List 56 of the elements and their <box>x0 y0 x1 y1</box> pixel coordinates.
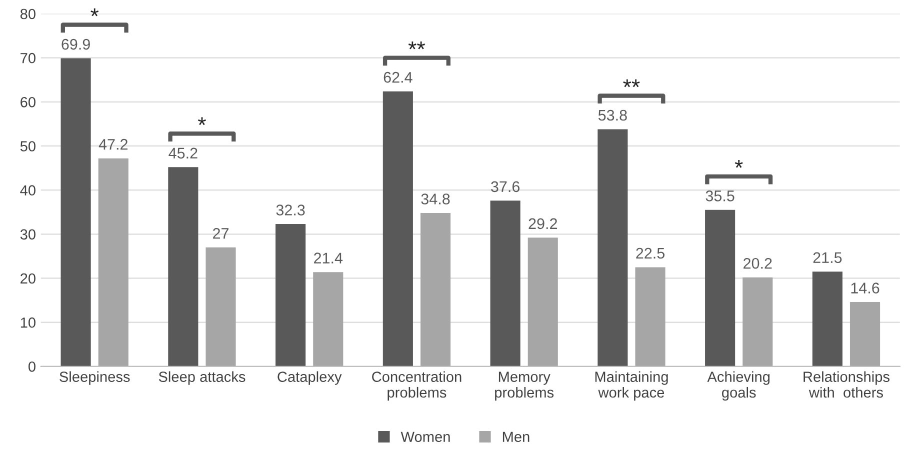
bar <box>313 272 344 366</box>
data-label: 21.4 <box>314 252 343 264</box>
legend-label: Women <box>400 432 450 442</box>
bar <box>168 167 198 366</box>
bar <box>812 272 842 366</box>
y-tick-label: 60 <box>20 97 36 108</box>
y-tick-label: 30 <box>20 229 36 240</box>
data-label: 21.5 <box>813 252 842 264</box>
data-label: 34.8 <box>421 194 450 204</box>
y-tick-label: 80 <box>20 8 36 20</box>
bar <box>98 158 128 366</box>
bar <box>528 238 558 366</box>
y-tick-label: 40 <box>20 185 36 196</box>
annotation: ** <box>623 79 640 88</box>
data-label: 35.5 <box>706 190 734 202</box>
data-label: 69.9 <box>62 38 90 50</box>
data-label: 27 <box>213 228 228 239</box>
x-tick-label: Maintaining work pace <box>595 371 668 401</box>
annotation: ** <box>408 41 426 50</box>
x-tick-label: Sleepiness <box>60 371 130 385</box>
y-tick-label: 10 <box>20 317 36 328</box>
bar <box>60 58 91 366</box>
bar <box>850 302 880 366</box>
bar <box>276 224 306 366</box>
bar <box>742 277 773 366</box>
y-tick-label: 20 <box>20 273 36 284</box>
data-label: 53.8 <box>598 110 627 121</box>
x-tick-label: Sleep attacks <box>158 371 246 385</box>
bar <box>490 200 520 366</box>
bar <box>705 210 736 366</box>
y-tick-label: 50 <box>20 141 36 152</box>
annotation: * <box>198 117 206 126</box>
data-label: 32.3 <box>276 204 305 216</box>
x-tick-label: Relationships with others <box>804 371 890 398</box>
bar <box>420 212 451 366</box>
bar <box>206 247 236 366</box>
bar <box>382 91 413 366</box>
y-tick-label: 0 <box>28 362 36 372</box>
x-tick-label: Concentration problems <box>372 371 462 401</box>
data-label: 45.2 <box>168 148 198 159</box>
annotation: * <box>90 8 99 16</box>
data-label: 22.5 <box>636 248 664 259</box>
data-label: 20.2 <box>744 258 772 269</box>
bar <box>598 129 628 366</box>
x-tick-label: Achieving goals <box>707 371 770 401</box>
x-tick-label: Memory problems <box>495 372 554 401</box>
data-label: 47.2 <box>98 138 128 150</box>
bar <box>635 267 666 366</box>
data-label: 14.6 <box>851 282 880 294</box>
x-tick-label: Cataplexy <box>278 371 342 385</box>
annotation: * <box>734 160 743 168</box>
y-tick-label: 70 <box>20 52 36 64</box>
data-label: 37.6 <box>491 181 520 192</box>
data-label: 29.2 <box>528 218 557 230</box>
legend-label: Men <box>502 432 530 442</box>
data-label: 62.4 <box>384 72 412 83</box>
